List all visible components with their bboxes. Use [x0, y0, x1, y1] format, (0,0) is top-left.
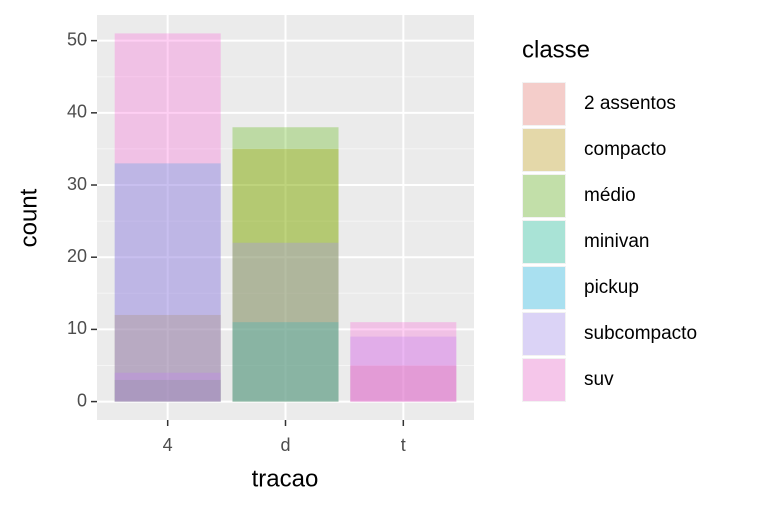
legend-label: 2 assentos	[584, 93, 676, 114]
x-tick-label: 4	[163, 435, 173, 455]
legend-key	[523, 313, 565, 355]
legend-key	[523, 83, 565, 125]
bar	[350, 322, 457, 402]
legend-key	[523, 221, 565, 263]
bar	[232, 322, 339, 402]
bar	[114, 163, 221, 402]
grid	[97, 15, 474, 420]
y-tick-label: 10	[67, 318, 87, 338]
y-tick-label: 40	[67, 102, 87, 122]
legend-title: classe	[522, 36, 590, 63]
bar	[232, 242, 339, 402]
legend-key-bg	[522, 358, 566, 402]
legend-key	[523, 129, 565, 171]
x-tick-label: d	[280, 435, 290, 455]
legend-key-bg	[522, 220, 566, 264]
legend-key-bg	[522, 82, 566, 126]
bar	[350, 365, 457, 402]
y-tick-label: 20	[67, 246, 87, 266]
legend-label: compacto	[584, 139, 666, 160]
legend-key-bg	[522, 174, 566, 218]
legend-key-bg	[522, 266, 566, 310]
y-tick-label: 50	[67, 29, 87, 49]
legend-key	[523, 359, 565, 401]
legend-label: minivan	[584, 231, 649, 252]
legend-label: suv	[584, 369, 614, 390]
bar	[114, 379, 221, 402]
bar	[232, 127, 339, 402]
legend-key-bg	[522, 128, 566, 172]
bar	[114, 314, 221, 402]
bar	[232, 148, 339, 402]
legend-label: pickup	[584, 277, 639, 298]
legend-key-bg	[522, 312, 566, 356]
legend-key	[523, 175, 565, 217]
x-axis-title: tracao	[252, 465, 319, 492]
bar	[350, 336, 457, 402]
bar	[114, 33, 221, 402]
x-tick-label: t	[401, 435, 406, 455]
y-tick-label: 0	[77, 390, 87, 410]
legend-key	[523, 267, 565, 309]
bar	[114, 372, 221, 402]
axes: 0 10 20 30 40 50 4 d t	[67, 29, 406, 454]
legend-label: médio	[584, 185, 636, 206]
legend-label: subcompacto	[584, 323, 697, 344]
legend: 2 assentos compacto médio minivan pickup subc…	[522, 82, 697, 402]
y-tick-label: 30	[67, 174, 87, 194]
bars	[114, 33, 457, 402]
y-axis-title: count	[15, 188, 42, 247]
